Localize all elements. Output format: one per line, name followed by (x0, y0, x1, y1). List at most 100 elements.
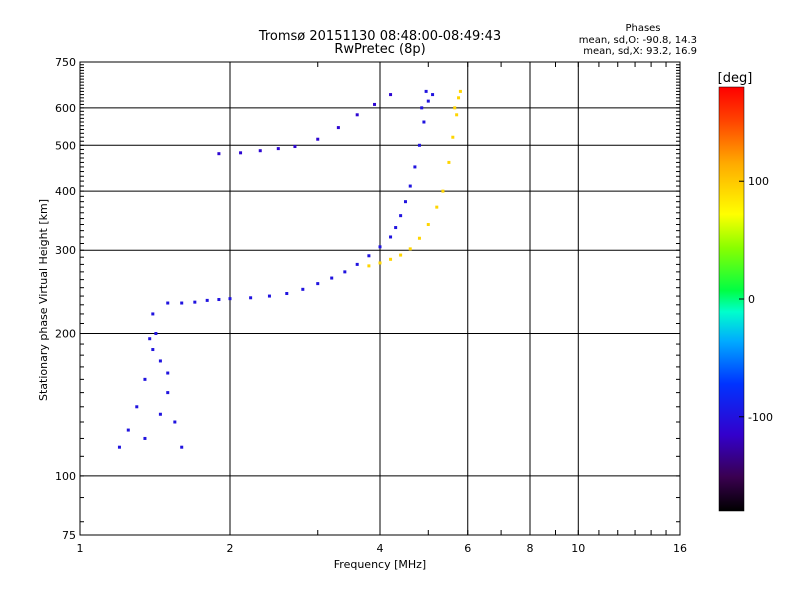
data-point (355, 262, 359, 266)
plot-frame (79, 61, 681, 536)
data-point (426, 99, 430, 103)
data-point (117, 445, 121, 449)
data-point (403, 200, 407, 204)
colorbar-tick-label: 100 (748, 175, 769, 188)
phases-o-stats: mean, sd,O: -90.8, 14.3 (579, 35, 697, 46)
x-tick-label: 1 (77, 542, 84, 555)
x-tick-label: 6 (464, 542, 471, 555)
data-point (228, 297, 232, 301)
x-tick-label: 8 (527, 542, 534, 555)
data-point (451, 135, 455, 139)
data-point (378, 261, 382, 265)
data-point (173, 420, 177, 424)
data-point (455, 113, 459, 117)
colorbar-label: [deg] (718, 71, 753, 86)
data-point (378, 245, 382, 249)
data-point (373, 102, 377, 106)
data-point (151, 312, 155, 316)
y-tick-label: 75 (62, 529, 76, 542)
x-tick-label: 10 (571, 542, 585, 555)
data-point (217, 298, 221, 302)
y-axis-ticks: 75 100 200 300 400 500 600 750 (55, 56, 680, 542)
data-point (420, 106, 424, 110)
data-point (453, 106, 457, 110)
data-point (143, 377, 147, 381)
data-point (417, 143, 421, 147)
data-point (239, 151, 243, 155)
data-point (293, 145, 297, 149)
data-point (431, 93, 435, 97)
y-tick-label: 600 (55, 102, 76, 115)
data-point (166, 371, 170, 375)
data-point (276, 147, 280, 151)
data-point (389, 257, 393, 261)
phases-x-stats: mean, sd,X: 93.2, 16.9 (583, 46, 697, 57)
data-point (180, 301, 184, 305)
data-point (408, 247, 412, 251)
x-tick-label: 2 (227, 542, 234, 555)
data-point (148, 337, 152, 341)
data-point (301, 287, 305, 291)
y-tick-label: 750 (55, 56, 76, 69)
chart-subtitle: RwPretec (8p) (334, 42, 425, 57)
data-point (249, 296, 253, 300)
data-point (458, 89, 462, 93)
x-axis-label: Frequency [MHz] (334, 558, 426, 571)
data-points (117, 89, 462, 449)
chart-title: Tromsø 20151130 08:48:00-08:49:43 (258, 29, 501, 44)
y-tick-label: 300 (55, 244, 76, 257)
data-point (316, 137, 320, 141)
x-axis-ticks: 1 2 4 6 8 10 16 (77, 62, 687, 555)
data-point (417, 236, 421, 240)
y-axis-label: Stationary phase Virtual Height [km] (37, 199, 50, 401)
data-point (389, 93, 393, 97)
data-point (457, 96, 461, 100)
data-point (154, 332, 158, 336)
data-point (166, 391, 170, 395)
plot-grid (80, 62, 680, 535)
data-point (217, 152, 221, 156)
data-point (166, 301, 170, 305)
data-point (394, 226, 398, 230)
data-point (389, 235, 393, 239)
data-point (330, 276, 334, 280)
data-point (355, 113, 359, 117)
data-point (426, 223, 430, 227)
y-tick-label: 400 (55, 185, 76, 198)
data-point (180, 445, 184, 449)
data-point (158, 359, 162, 363)
data-point (316, 282, 320, 286)
data-point (447, 160, 451, 164)
data-point (367, 264, 371, 268)
phases-title: Phases (625, 23, 660, 34)
colorbar-ticks: 100 0 -100 (739, 175, 773, 424)
colorbar-tick-label: -100 (748, 411, 773, 424)
data-point (367, 254, 371, 258)
data-point (135, 405, 139, 409)
data-point (424, 89, 428, 93)
x-tick-label: 16 (673, 542, 687, 555)
y-tick-label: 500 (55, 139, 76, 152)
data-point (267, 294, 271, 298)
data-point (258, 149, 262, 153)
data-point (343, 270, 347, 274)
data-point (151, 348, 155, 352)
data-point (441, 189, 445, 193)
data-point (399, 214, 403, 218)
y-tick-label: 200 (55, 328, 76, 341)
data-point (285, 292, 289, 296)
data-point (399, 253, 403, 257)
y-tick-label: 100 (55, 470, 76, 483)
data-point (158, 412, 162, 416)
data-point (126, 428, 130, 432)
data-point (205, 298, 209, 302)
data-point (408, 184, 412, 188)
data-point (413, 165, 417, 169)
data-point (435, 205, 439, 209)
x-tick-label: 4 (377, 542, 384, 555)
data-point (422, 120, 426, 124)
data-point (193, 300, 197, 304)
colorbar-tick-label: 0 (748, 293, 755, 306)
data-point (336, 126, 340, 130)
